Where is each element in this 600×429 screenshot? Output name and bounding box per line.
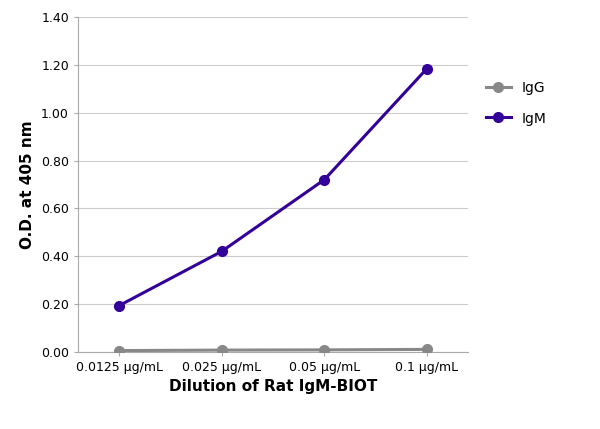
IgG [424, 347, 431, 352]
IgM [115, 303, 122, 308]
Legend: IgG, IgM: IgG, IgM [479, 74, 554, 133]
X-axis label: Dilution of Rat IgM-BIOT: Dilution of Rat IgM-BIOT [169, 379, 377, 394]
IgG [321, 347, 328, 353]
IgG [115, 348, 122, 353]
Line: IgG: IgG [114, 344, 432, 356]
IgM [218, 249, 225, 254]
IgM [321, 177, 328, 182]
Line: IgM: IgM [114, 63, 432, 311]
IgG [218, 347, 225, 353]
IgM [424, 66, 431, 71]
Y-axis label: O.D. at 405 nm: O.D. at 405 nm [20, 120, 35, 249]
